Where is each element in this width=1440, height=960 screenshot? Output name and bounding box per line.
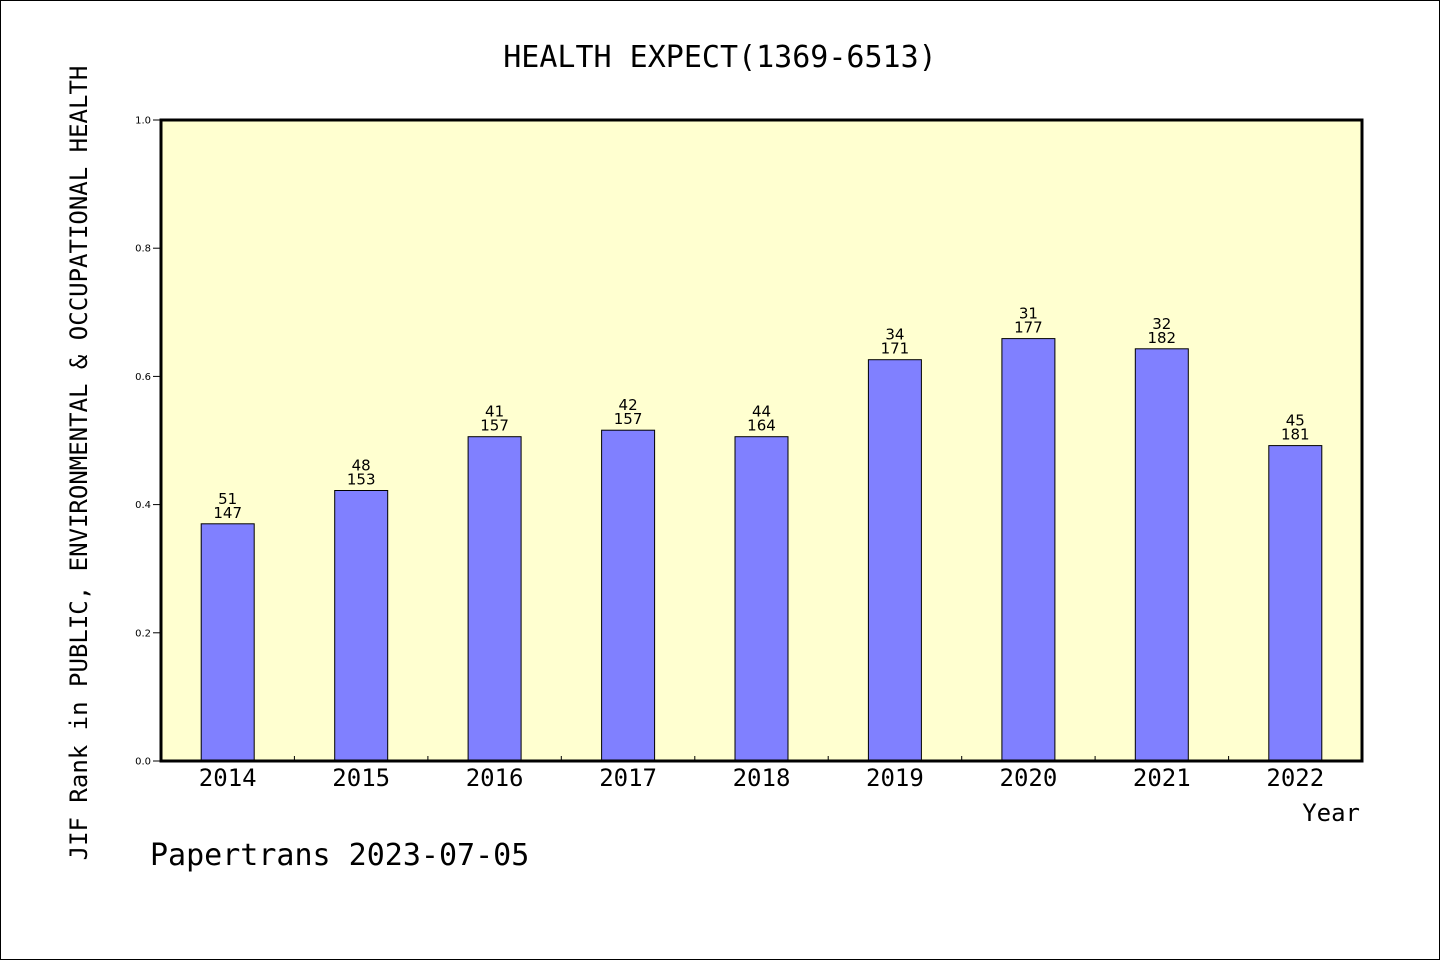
data-labels-group: 5114720144815320154115720164215720174416… <box>199 305 1324 792</box>
bar-2014 <box>200 523 255 762</box>
data-label-total-2017: 157 <box>614 410 643 428</box>
bar-2022 <box>1268 445 1323 762</box>
y-tick-label: 0.6 <box>135 372 151 383</box>
bar-2017 <box>601 429 656 762</box>
data-label-rank-2017: 42 <box>619 396 638 414</box>
ticks-group: 0.0 0.2 0.4 0.6 0.8 1.0 <box>135 116 1230 768</box>
x-tick-label-2014: 2014 <box>199 764 257 792</box>
x-tick-label-2015: 2015 <box>332 764 390 792</box>
data-label-rank-2019: 34 <box>885 326 904 344</box>
bar-2016 <box>467 436 522 762</box>
x-tick-label-2020: 2020 <box>1000 764 1058 792</box>
plot-border <box>159 118 1364 763</box>
y-axis-label: JIF Rank in PUBLIC, ENVIRONMENTAL & OCCU… <box>65 66 93 861</box>
data-label-total-2020: 177 <box>1014 319 1043 337</box>
data-label-rank-2015: 48 <box>352 457 371 475</box>
data-label-rank-2016: 41 <box>485 403 504 421</box>
x-tick-label-2016: 2016 <box>466 764 524 792</box>
y-tick-label: 0.2 <box>135 628 151 639</box>
bars-group <box>200 338 1323 762</box>
data-label-rank-2020: 31 <box>1019 305 1038 323</box>
data-label-total-2016: 157 <box>480 417 509 435</box>
bar-2019 <box>867 359 922 762</box>
x-tick-label-2017: 2017 <box>599 764 657 792</box>
x-tick-label-2018: 2018 <box>733 764 791 792</box>
data-label-rank-2014: 51 <box>218 490 237 508</box>
bar-2020 <box>1001 338 1056 762</box>
footer-credit: Papertrans 2023-07-05 <box>150 838 529 873</box>
x-axis-label: Year <box>1302 799 1360 827</box>
data-label-rank-2018: 44 <box>752 403 771 421</box>
y-tick-label: 0.8 <box>135 244 151 255</box>
y-tick-label: 0.4 <box>135 500 151 511</box>
bar-2015 <box>334 490 389 762</box>
y-tick-label: 1.0 <box>135 116 151 127</box>
data-label-total-2019: 171 <box>881 340 910 358</box>
x-tick-label-2019: 2019 <box>866 764 924 792</box>
data-label-rank-2022: 45 <box>1286 412 1305 430</box>
y-tick-label: 0.0 <box>135 757 151 768</box>
x-tick-label-2021: 2021 <box>1133 764 1191 792</box>
data-label-total-2021: 182 <box>1147 329 1176 347</box>
data-label-total-2015: 153 <box>347 471 376 489</box>
bar-2018 <box>734 436 789 762</box>
chart-title: HEALTH EXPECT(1369-6513) <box>503 40 936 75</box>
data-label-total-2014: 147 <box>213 504 242 522</box>
x-tick-label-2022: 2022 <box>1266 764 1324 792</box>
bar-2021 <box>1134 348 1189 762</box>
data-label-total-2022: 181 <box>1281 426 1310 444</box>
data-label-total-2018: 164 <box>747 417 776 435</box>
data-label-rank-2021: 32 <box>1152 315 1171 333</box>
